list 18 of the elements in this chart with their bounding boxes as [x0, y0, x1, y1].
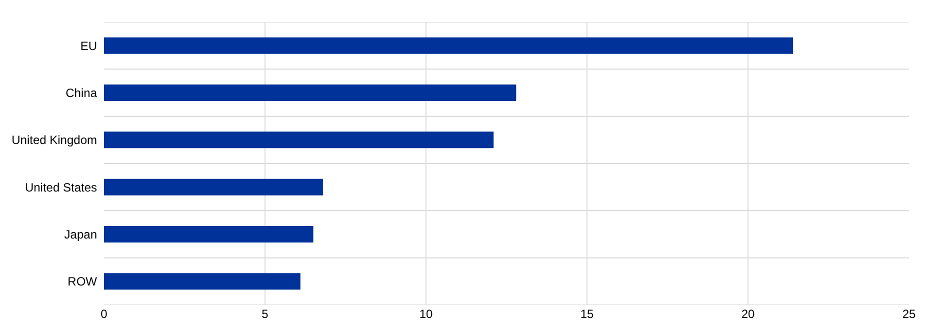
x-tick-label: 10: [419, 307, 433, 321]
x-tick-label: 20: [741, 307, 755, 321]
y-tick-label: ROW: [68, 274, 98, 289]
y-tick-label: EU: [80, 38, 97, 53]
x-tick-label: 25: [902, 307, 916, 321]
x-tick-label: 5: [262, 307, 269, 321]
y-tick-label: China: [66, 86, 98, 100]
y-tick-label: Japan: [64, 227, 97, 242]
y-tick-label: United Kingdom: [12, 133, 97, 148]
bar: [104, 226, 314, 242]
bar: [104, 84, 516, 101]
bar: [104, 178, 323, 196]
x-tick-label: 15: [580, 307, 594, 321]
bar: [104, 37, 794, 54]
x-tick-label: 0: [100, 307, 108, 321]
y-tick-label: United States: [24, 180, 97, 194]
bar: [104, 132, 494, 148]
bar: [104, 273, 300, 290]
